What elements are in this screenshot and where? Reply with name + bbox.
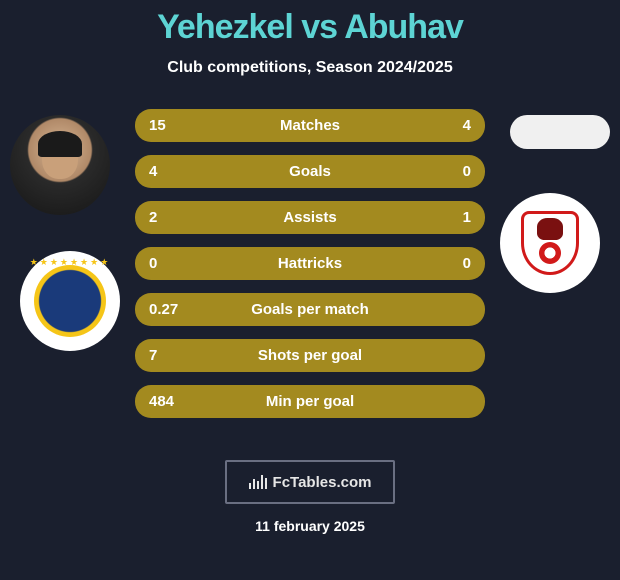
stat-left-value: 0.27 [149, 301, 219, 318]
club-right-badge [500, 193, 600, 293]
chart-icon [249, 475, 267, 489]
stat-label: Goals per match [219, 301, 401, 318]
stat-row: 0.27 Goals per match [135, 293, 485, 326]
stat-label: Matches [219, 117, 401, 134]
footer-date: 11 february 2025 [255, 518, 365, 534]
stat-left-value: 2 [149, 209, 219, 226]
sakhnin-icon [521, 211, 579, 275]
stat-row: 15 Matches 4 [135, 109, 485, 142]
maccabi-icon [34, 265, 106, 337]
stat-left-value: 15 [149, 117, 219, 134]
comparison-card: Yehezkel vs Abuhav Club competitions, Se… [0, 0, 620, 580]
player-left-avatar [10, 115, 110, 215]
club-left-badge [20, 251, 120, 351]
main-area: 15 Matches 4 4 Goals 0 2 Assists 1 0 Hat… [0, 105, 620, 580]
brand-badge[interactable]: FcTables.com [225, 460, 395, 504]
stat-row: 7 Shots per goal [135, 339, 485, 372]
brand-label: FcTables.com [273, 474, 372, 491]
stats-column: 15 Matches 4 4 Goals 0 2 Assists 1 0 Hat… [135, 109, 485, 418]
stat-left-value: 0 [149, 255, 219, 272]
stat-label: Assists [219, 209, 401, 226]
stat-left-value: 4 [149, 163, 219, 180]
stat-row: 4 Goals 0 [135, 155, 485, 188]
stat-label: Min per goal [219, 393, 401, 410]
subtitle: Club competitions, Season 2024/2025 [167, 59, 452, 77]
stat-row: 484 Min per goal [135, 385, 485, 418]
stat-left-value: 484 [149, 393, 219, 410]
stat-row: 0 Hattricks 0 [135, 247, 485, 280]
stat-right-value: 1 [401, 209, 471, 226]
stat-right-value: 4 [401, 117, 471, 134]
stat-left-value: 7 [149, 347, 219, 364]
stat-row: 2 Assists 1 [135, 201, 485, 234]
stat-label: Hattricks [219, 255, 401, 272]
stat-right-value: 0 [401, 163, 471, 180]
stat-label: Shots per goal [219, 347, 401, 364]
player-right-avatar [510, 115, 610, 149]
stat-right-value: 0 [401, 255, 471, 272]
stat-label: Goals [219, 163, 401, 180]
page-title: Yehezkel vs Abuhav [157, 8, 463, 47]
